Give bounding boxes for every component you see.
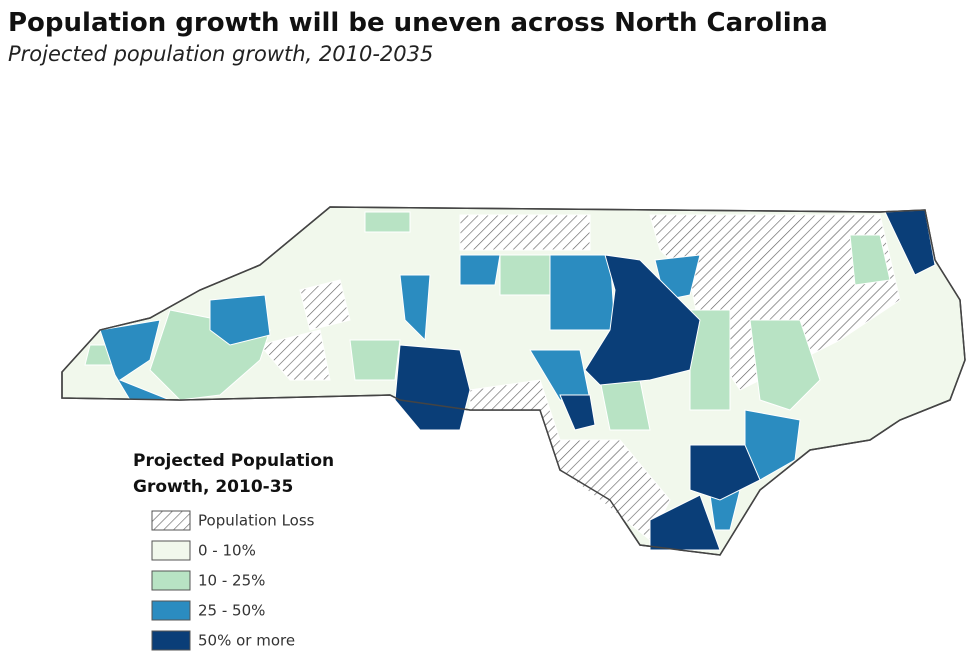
- title: Population growth will be uneven across …: [8, 8, 828, 38]
- legend-label: 10 - 25%: [198, 572, 265, 590]
- legend: Population Loss 0 - 10% 10 - 25% 25 - 50% 50…: [151, 510, 315, 651]
- county-group: [689, 444, 761, 501]
- legend-swatch: [151, 630, 191, 651]
- subtitle: Projected population growth, 2010-2035: [8, 42, 434, 66]
- legend-swatch: [151, 510, 191, 531]
- legend-label: 0 - 10%: [198, 542, 256, 560]
- legend-swatch: [151, 540, 191, 561]
- county-group: [394, 344, 471, 431]
- legend-swatch: [151, 570, 191, 591]
- county-group: [549, 254, 616, 331]
- county-group: [259, 329, 331, 381]
- county-group: [689, 309, 731, 411]
- county-group: [209, 294, 271, 346]
- county-group: [99, 319, 171, 401]
- county-group: [459, 254, 501, 286]
- county-group: [749, 319, 821, 411]
- county-group: [399, 274, 431, 342]
- state-border: [61, 206, 966, 556]
- county-group: [349, 339, 401, 381]
- county-group: [459, 214, 591, 251]
- county-group: [499, 254, 551, 296]
- legend-label: Population Loss: [198, 512, 315, 530]
- county-group: [299, 279, 351, 331]
- county-group: [364, 211, 411, 233]
- county-group: [559, 394, 596, 431]
- legend-label: 25 - 50%: [198, 602, 265, 620]
- regions: [61, 206, 966, 556]
- legend-title: Projected Population Growth, 2010-35: [133, 451, 335, 497]
- county-group: [744, 409, 801, 481]
- county-group: [649, 494, 721, 551]
- legend-label: 50% or more: [198, 632, 295, 650]
- county-group: [584, 254, 701, 386]
- county-group: [849, 234, 891, 286]
- legend-swatch: [151, 600, 191, 621]
